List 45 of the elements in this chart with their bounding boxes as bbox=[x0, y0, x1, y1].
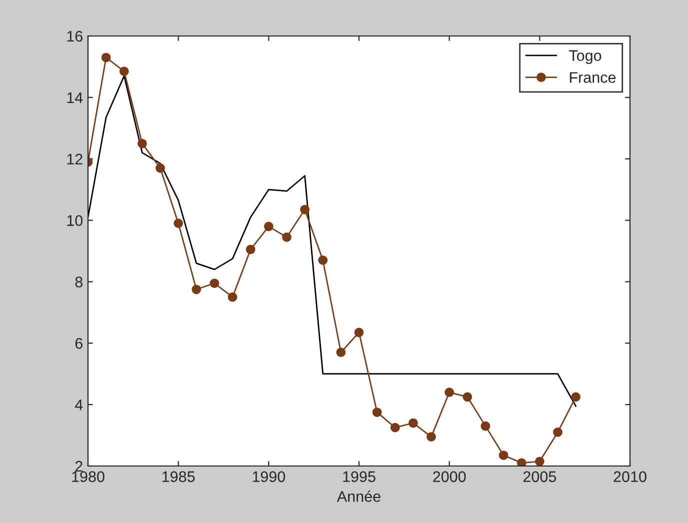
point bbox=[553, 428, 562, 437]
y-tick-label: 2 bbox=[75, 460, 82, 472]
point bbox=[372, 408, 382, 417]
point bbox=[354, 328, 364, 338]
point bbox=[119, 66, 129, 76]
point bbox=[408, 418, 418, 428]
point bbox=[390, 422, 400, 432]
x-tick-label: 2010 bbox=[614, 471, 646, 482]
x-tick-label: 2000 bbox=[433, 471, 466, 482]
x-tick-label: 2005 bbox=[523, 471, 556, 482]
point bbox=[300, 204, 310, 214]
point bbox=[192, 284, 202, 294]
point bbox=[480, 421, 490, 431]
point bbox=[264, 222, 274, 232]
point bbox=[156, 163, 165, 173]
point bbox=[336, 348, 346, 358]
point bbox=[318, 256, 328, 265]
y-tick-label: 14 bbox=[67, 92, 83, 103]
x-tick-label: 1995 bbox=[343, 471, 376, 482]
point bbox=[571, 392, 580, 402]
y-tick-label: 4 bbox=[74, 400, 83, 410]
legend-label: Togo bbox=[569, 50, 602, 64]
point bbox=[516, 458, 526, 466]
y-tick-label: 16 bbox=[67, 30, 82, 42]
y-tick-label: 8 bbox=[75, 276, 82, 288]
point bbox=[282, 232, 292, 242]
point bbox=[426, 432, 436, 442]
point bbox=[101, 52, 111, 62]
y-tick-label: 12 bbox=[67, 154, 82, 164]
point bbox=[138, 138, 147, 148]
y-tick-label: 6 bbox=[75, 338, 82, 349]
x-tick-label: 1985 bbox=[162, 471, 195, 482]
point bbox=[174, 218, 184, 228]
x-axis-title: Année bbox=[336, 490, 380, 502]
legend-label: France bbox=[570, 72, 616, 83]
point bbox=[210, 278, 220, 288]
point bbox=[534, 456, 544, 466]
point bbox=[444, 388, 454, 397]
point bbox=[462, 392, 472, 402]
point bbox=[246, 244, 256, 254]
y-tick-label: 10 bbox=[67, 215, 83, 226]
point bbox=[228, 292, 238, 302]
point bbox=[498, 450, 508, 460]
x-tick-label: 1990 bbox=[252, 471, 286, 482]
x-tick-label: 1980 bbox=[72, 471, 104, 482]
